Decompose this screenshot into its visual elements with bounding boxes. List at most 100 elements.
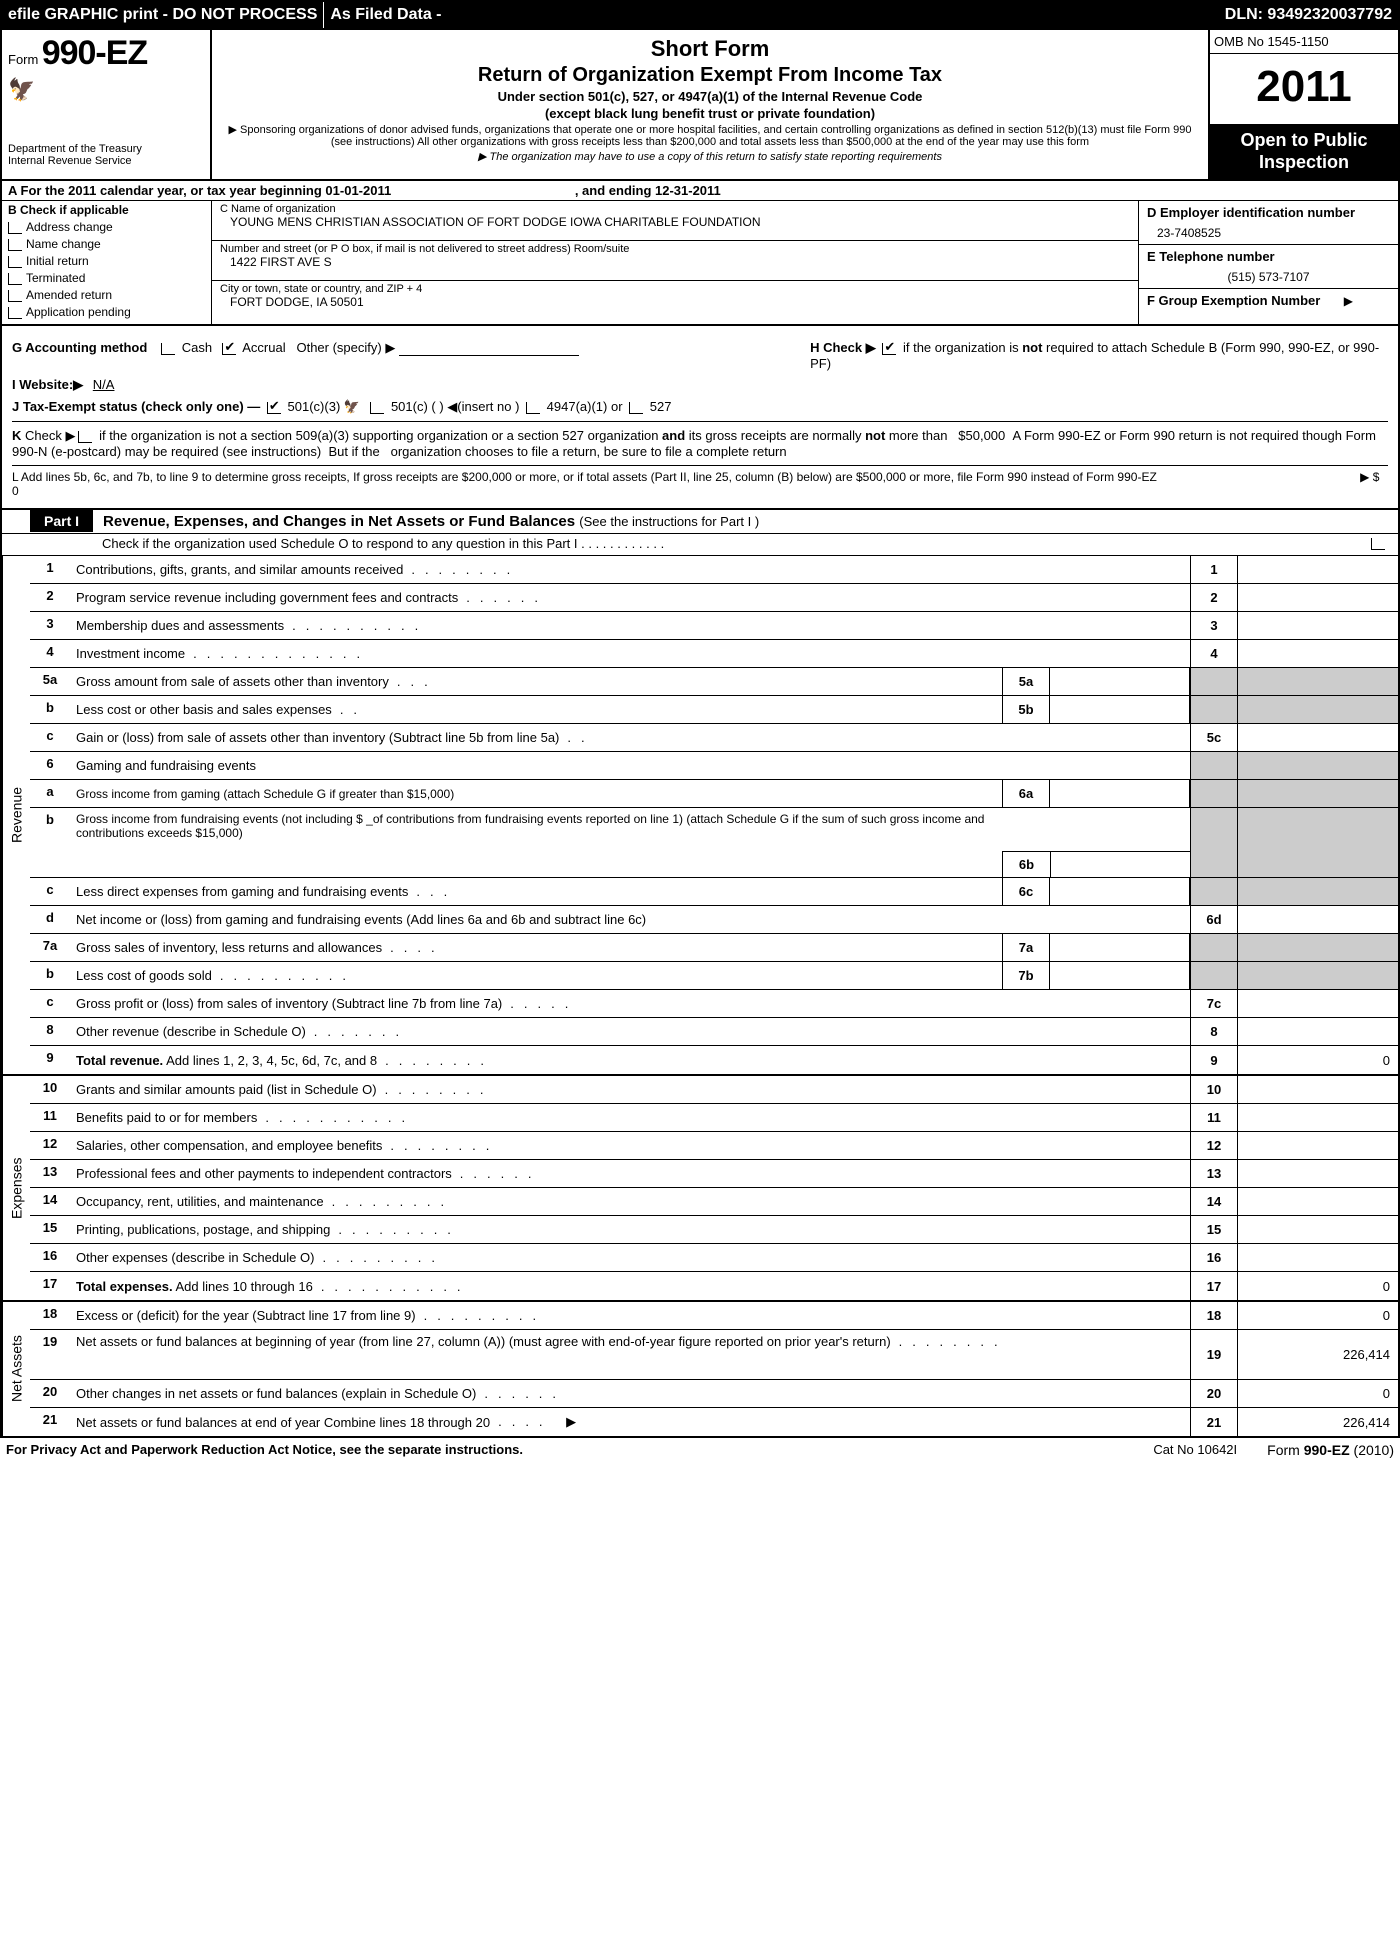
line-11-val [1238,1104,1398,1131]
line-8-desc: Other revenue (describe in Schedule O) [76,1024,306,1039]
line-6d-val [1238,906,1398,933]
line-13-num2: 13 [1190,1160,1238,1187]
line-3-num2: 3 [1190,612,1238,639]
line-21-num2: 21 [1190,1408,1238,1436]
line-11-desc: Benefits paid to or for members [76,1110,257,1125]
c-name-label: C Name of organization [220,203,1130,215]
check-501c3[interactable] [267,402,281,414]
g-other-input[interactable] [399,342,579,356]
check-name-change[interactable] [8,239,22,251]
check-cash[interactable] [161,343,175,355]
form-prefix: Form [8,52,38,67]
check-terminated[interactable] [8,273,22,285]
check-address-change[interactable] [8,222,22,234]
line-6b-subnum: 6b [1003,852,1051,877]
line-5b-num2 [1190,696,1238,723]
except-label: (except black lung benefit trust or priv… [224,106,1196,121]
tax-year: 2011 [1210,54,1398,124]
g-accounting-label: G Accounting method [12,340,147,355]
line-7a-num: 7a [30,934,70,961]
check-schedule-o[interactable] [1371,538,1385,550]
check-4947[interactable] [526,402,540,414]
open-public-line2: Inspection [1214,152,1394,174]
revenue-table: Revenue 1Contributions, gifts, grants, a… [0,556,1400,1076]
sponsor-note-1: ▶ Sponsoring organizations of donor advi… [224,123,1196,148]
line-6b-val [1238,808,1398,877]
line-5b-subval [1050,696,1190,723]
line-5a-subnum: 5a [1002,668,1050,695]
line-10-val [1238,1076,1398,1103]
line-16-num2: 16 [1190,1244,1238,1271]
line-15-desc: Printing, publications, postage, and shi… [76,1222,330,1237]
b-check-label: B Check if applicable [8,203,205,217]
line-5c-desc: Gain or (loss) from sale of assets other… [76,730,559,745]
line-1-num2: 1 [1190,556,1238,583]
irs-eagle-icon: 🦅 [8,77,35,103]
line-20-desc: Other changes in net assets or fund bala… [76,1386,476,1401]
city-label: City or town, state or country, and ZIP … [220,283,1130,295]
form-title-block: Short Form Return of Organization Exempt… [212,30,1208,179]
part-1-subtitle: (See the instructions for Part I ) [579,514,759,529]
line-5c-num2: 5c [1190,724,1238,751]
check-accrual[interactable] [222,343,236,355]
line-5b-num: b [30,696,70,723]
line-13-desc: Professional fees and other payments to … [76,1166,452,1181]
line-6-val [1238,752,1398,779]
line-21-desc: Net assets or fund balances at end of ye… [76,1415,490,1430]
check-label-pending: Application pending [26,305,131,319]
footer-form-year: (2010) [1354,1442,1394,1458]
check-initial-return[interactable] [8,256,22,268]
check-k[interactable] [78,431,92,443]
line-5a-desc: Gross amount from sale of assets other t… [76,674,389,689]
as-filed-label: As Filed Data - [324,2,1218,28]
check-amended[interactable] [8,290,22,302]
mid-section-g-l: G Accounting method Cash Accrual Other (… [0,326,1400,510]
return-title: Return of Organization Exempt From Incom… [224,64,1196,87]
line-5c-num: c [30,724,70,751]
line-14-num: 14 [30,1188,70,1215]
line-6a-subval [1050,780,1190,807]
check-label-amended: Amended return [26,288,112,302]
row-a-end: , and ending 12-31-2011 [575,183,721,198]
line-6-num2 [1190,752,1238,779]
line-20-num2: 20 [1190,1380,1238,1407]
line-7b-num: b [30,962,70,989]
line-12-num2: 12 [1190,1132,1238,1159]
line-11-num: 11 [30,1104,70,1131]
column-d-e-f: D Employer identification number 23-7408… [1138,201,1398,324]
line-17-desc: Total expenses. Add lines 10 through 16 [76,1279,313,1294]
line-17-num2: 17 [1190,1272,1238,1300]
efile-notice: efile GRAPHIC print - DO NOT PROCESS [2,2,324,28]
line-18-num2: 18 [1190,1302,1238,1329]
line-5b-val [1238,696,1398,723]
line-6a-val [1238,780,1398,807]
line-8-val [1238,1018,1398,1045]
line-18-val: 0 [1238,1302,1398,1329]
line-20-val: 0 [1238,1380,1398,1407]
page-footer: For Privacy Act and Paperwork Reduction … [0,1438,1400,1478]
group-exemption-arrow: ▶ [1344,294,1353,308]
check-h-schedule-b[interactable] [882,343,896,355]
footer-form-label: Form [1267,1442,1300,1458]
line-7c-desc: Gross profit or (loss) from sales of inv… [76,996,502,1011]
line-12-desc: Salaries, other compensation, and employ… [76,1138,382,1153]
line-7a-val [1238,934,1398,961]
line-5b-subnum: 5b [1002,696,1050,723]
line-19-desc: Net assets or fund balances at beginning… [76,1334,891,1349]
check-501c[interactable] [370,402,384,414]
line-21-num: 21 [30,1408,70,1436]
check-label-initial: Initial return [26,254,89,268]
line-6a-subnum: 6a [1002,780,1050,807]
telephone-value: (515) 573-7107 [1147,270,1390,284]
footer-form-number: 990-EZ [1304,1442,1350,1458]
line-2-val [1238,584,1398,611]
line-7b-val [1238,962,1398,989]
line-4-num: 4 [30,640,70,667]
check-application-pending[interactable] [8,307,22,319]
line-6d-desc: Net income or (loss) from gaming and fun… [76,912,646,927]
check-527[interactable] [629,402,643,414]
i-website-value: N/A [93,377,115,392]
line-10-num: 10 [30,1076,70,1103]
row-a: A For the 2011 calendar year, or tax yea… [0,181,1400,201]
form-id-block: Form 990-EZ 🦅 Department of the Treasury… [2,30,212,179]
